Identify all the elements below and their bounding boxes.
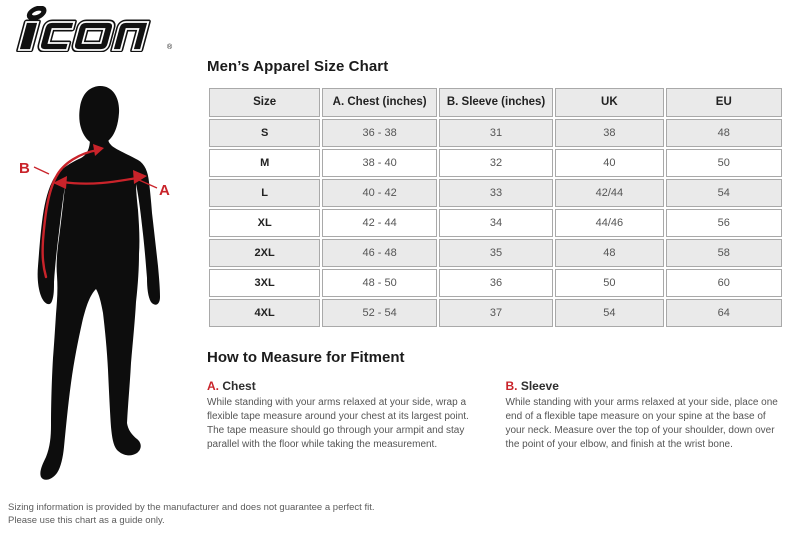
data-cell: 40 - 42: [322, 178, 437, 207]
figure-label-a: A: [159, 182, 170, 199]
sizing-disclaimer: Sizing information is provided by the ma…: [8, 501, 375, 528]
figure-head: [79, 85, 120, 145]
table-row: M 38 - 40 32 40 50: [209, 148, 782, 177]
data-cell: 54: [555, 299, 664, 328]
table-row: S 36 - 38 31 38 48: [209, 118, 782, 147]
data-cell: 37: [438, 299, 554, 328]
column-header: B. Sleeve (inches): [438, 88, 554, 117]
table-header-row: Size A. Chest (inches) B. Sleeve (inches) U…: [209, 88, 782, 117]
chest-arrowhead-right: [133, 170, 147, 184]
data-cell: 35: [438, 239, 554, 268]
apparel-size-table: Size A. Chest (inches) B. Sleeve (inches) U…: [207, 86, 784, 329]
sleeve-measure-line: [41, 148, 100, 279]
figure-body: [37, 138, 160, 480]
size-cell: S: [209, 118, 321, 147]
size-cell: 4XL: [209, 299, 321, 328]
data-cell: 56: [665, 208, 782, 238]
sleeve-label: B. Sleeve: [506, 379, 785, 393]
chest-instructions: While standing with your arms relaxed at…: [207, 397, 469, 451]
size-cell: L: [209, 178, 321, 207]
data-cell: 52 - 54: [322, 299, 437, 328]
table-row: 2XL 46 - 48 35 48 58: [209, 239, 782, 268]
table-row: 3XL 48 - 50 36 50 60: [209, 269, 782, 298]
icon-brand-logo: ®: [16, 6, 173, 52]
data-cell: 32: [438, 148, 554, 177]
data-cell: 44/46: [555, 208, 664, 238]
body-measurement-figure: B A: [19, 85, 170, 480]
data-cell: 33: [438, 178, 554, 207]
data-cell: 36 - 38: [322, 118, 437, 147]
column-header: Size: [209, 88, 321, 117]
data-cell: 48: [665, 118, 782, 147]
measure-sleeve-column: B. Sleeve While standing with your arms …: [506, 379, 785, 452]
sleeve-arrowhead: [93, 144, 104, 156]
measure-guide-section: How to Measure for Fitment A. Chest Whil…: [207, 349, 784, 452]
sleeve-label-prefix: B.: [505, 379, 518, 394]
data-cell: 42 - 44: [322, 208, 437, 238]
label-a-leader-line: [138, 179, 158, 189]
data-cell: 40: [555, 148, 664, 177]
data-cell: 34: [438, 208, 554, 238]
disclaimer-line-2: Please use this chart as a guide only.: [8, 515, 165, 527]
data-cell: 42/44: [555, 178, 664, 207]
data-cell: 50: [555, 269, 664, 298]
table-row: L 40 - 42 33 42/44 54: [209, 178, 782, 207]
column-header: A. Chest (inches): [322, 88, 437, 117]
size-cell: M: [209, 148, 321, 177]
data-cell: 54: [665, 178, 782, 207]
column-header: EU: [665, 88, 782, 117]
data-cell: 38 - 40: [322, 148, 437, 177]
registered-mark: ®: [167, 43, 173, 51]
data-cell: 46 - 48: [322, 239, 437, 268]
label-b-leader-line: [33, 166, 50, 175]
measure-guide-title: How to Measure for Fitment: [207, 349, 405, 367]
size-table-header: Size A. Chest (inches) B. Sleeve (inches) U…: [209, 88, 782, 117]
chest-label-prefix: A.: [207, 379, 219, 394]
column-header: UK: [555, 88, 664, 117]
chest-label: A. Chest: [207, 379, 486, 393]
size-cell: 2XL: [209, 239, 321, 268]
size-chart-title: Men’s Apparel Size Chart: [207, 58, 389, 75]
size-table-body: S 36 - 38 31 38 48 M 38 - 40 32 40 50 L 40 - 42 33 42…: [209, 118, 782, 328]
data-cell: 31: [438, 118, 554, 147]
data-cell: 60: [665, 269, 782, 298]
table-row: 4XL 52 - 54 37 54 64: [209, 299, 782, 328]
chest-label-text: Chest: [222, 379, 256, 394]
size-chart-section: Men’s Apparel Size Chart Size A. Chest (i…: [207, 58, 784, 452]
sleeve-instructions: While standing with your arms relaxed at…: [505, 397, 778, 451]
measure-chest-column: A. Chest While standing with your arms r…: [207, 379, 486, 452]
chest-arrowhead-left: [53, 176, 67, 189]
data-cell: 58: [665, 239, 782, 268]
table-row: XL 42 - 44 34 44/46 56: [209, 208, 782, 238]
disclaimer-line-1: Sizing information is provided by the ma…: [8, 502, 375, 513]
sleeve-label-text: Sleeve: [520, 379, 559, 394]
size-cell: XL: [209, 208, 321, 238]
figure-label-b: B: [19, 160, 30, 177]
data-cell: 48: [555, 239, 664, 268]
chest-measure-line: [61, 176, 139, 185]
data-cell: 64: [665, 299, 782, 328]
data-cell: 36: [438, 269, 554, 298]
data-cell: 50: [665, 148, 782, 177]
size-cell: 3XL: [209, 269, 321, 298]
data-cell: 38: [555, 118, 664, 147]
data-cell: 48 - 50: [322, 269, 437, 298]
